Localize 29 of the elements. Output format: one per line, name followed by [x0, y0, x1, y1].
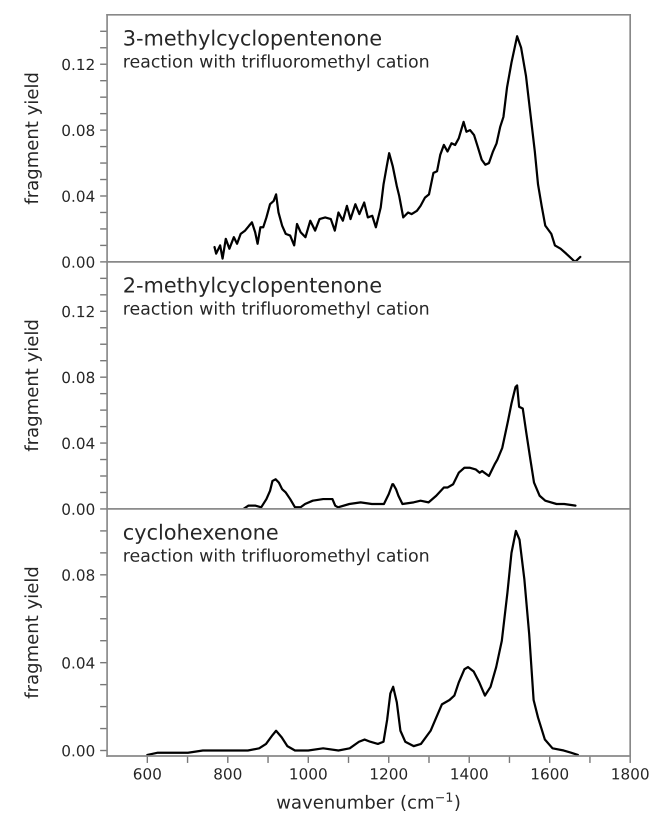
x-tick-label: 1200: [370, 768, 408, 780]
y-tick-label: 0.00: [62, 503, 94, 515]
y-axis-title: fragment yield: [24, 568, 42, 698]
y-axis-title: fragment yield: [24, 320, 42, 452]
annotation: 2-methylcyclopentenone: [124, 276, 382, 297]
y-tick-label: 0.00: [62, 256, 94, 268]
line-series: [242, 384, 577, 509]
y-tick-label: 0.08: [62, 372, 94, 384]
x-tick-label: 1400: [451, 768, 488, 780]
y-tick-label: 0.04: [62, 657, 94, 669]
y-axis-title: fragment yield: [24, 74, 42, 204]
x-tick-label: 800: [214, 768, 242, 780]
annotation: 3-methylcyclopentenone: [124, 30, 382, 50]
annotation: reaction with trifluoromethyl cation: [124, 548, 428, 566]
x-tick-label: 1000: [290, 768, 327, 780]
y-tick-label: 0.04: [62, 438, 94, 450]
annotation: reaction with trifluoromethyl cation: [124, 54, 428, 72]
x-tick-label: 600: [134, 768, 161, 780]
x-tick-label: 1800: [612, 768, 649, 780]
x-tick-label: 1600: [532, 768, 568, 780]
y-tick-label: 0.00: [62, 744, 94, 757]
x-axis-title: wavenumber (cm$^{−1}$): [276, 792, 460, 811]
y-tick-label: 0.04: [62, 190, 94, 202]
y-tick-label: 0.12: [62, 306, 94, 318]
y-tick-label: 0.08: [62, 124, 94, 136]
y-tick-label: 0.08: [62, 569, 94, 581]
annotation: cyclohexenone: [124, 524, 278, 544]
y-tick-label: 0.12: [62, 58, 94, 70]
annotation: reaction with trifluoromethyl cation: [124, 301, 428, 318]
